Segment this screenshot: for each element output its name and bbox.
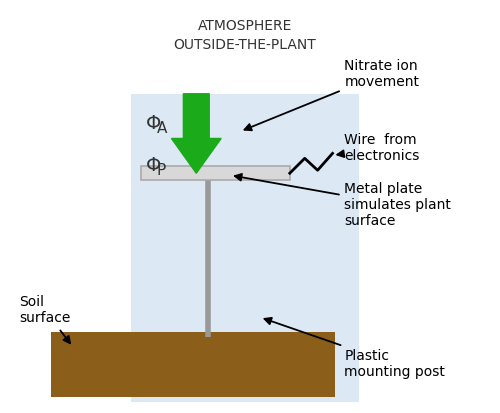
Text: Φ: Φ	[146, 156, 161, 175]
Text: P: P	[156, 163, 166, 178]
Text: Plastic
mounting post: Plastic mounting post	[264, 318, 446, 379]
Bar	[51, 332, 335, 397]
Text: Soil
surface: Soil surface	[20, 295, 70, 343]
Text: Nitrate ion
movement: Nitrate ion movement	[244, 59, 420, 130]
FancyArrow shape	[172, 94, 221, 173]
Text: A: A	[156, 121, 167, 136]
Bar	[130, 94, 360, 402]
Text: ATMOSPHERE
OUTSIDE-THE-PLANT: ATMOSPHERE OUTSIDE-THE-PLANT	[174, 19, 316, 52]
Bar	[140, 166, 290, 180]
Text: Wire  from
electronics: Wire from electronics	[338, 133, 420, 164]
Text: Metal plate
simulates plant
surface: Metal plate simulates plant surface	[235, 174, 452, 228]
Text: Φ: Φ	[146, 114, 161, 133]
